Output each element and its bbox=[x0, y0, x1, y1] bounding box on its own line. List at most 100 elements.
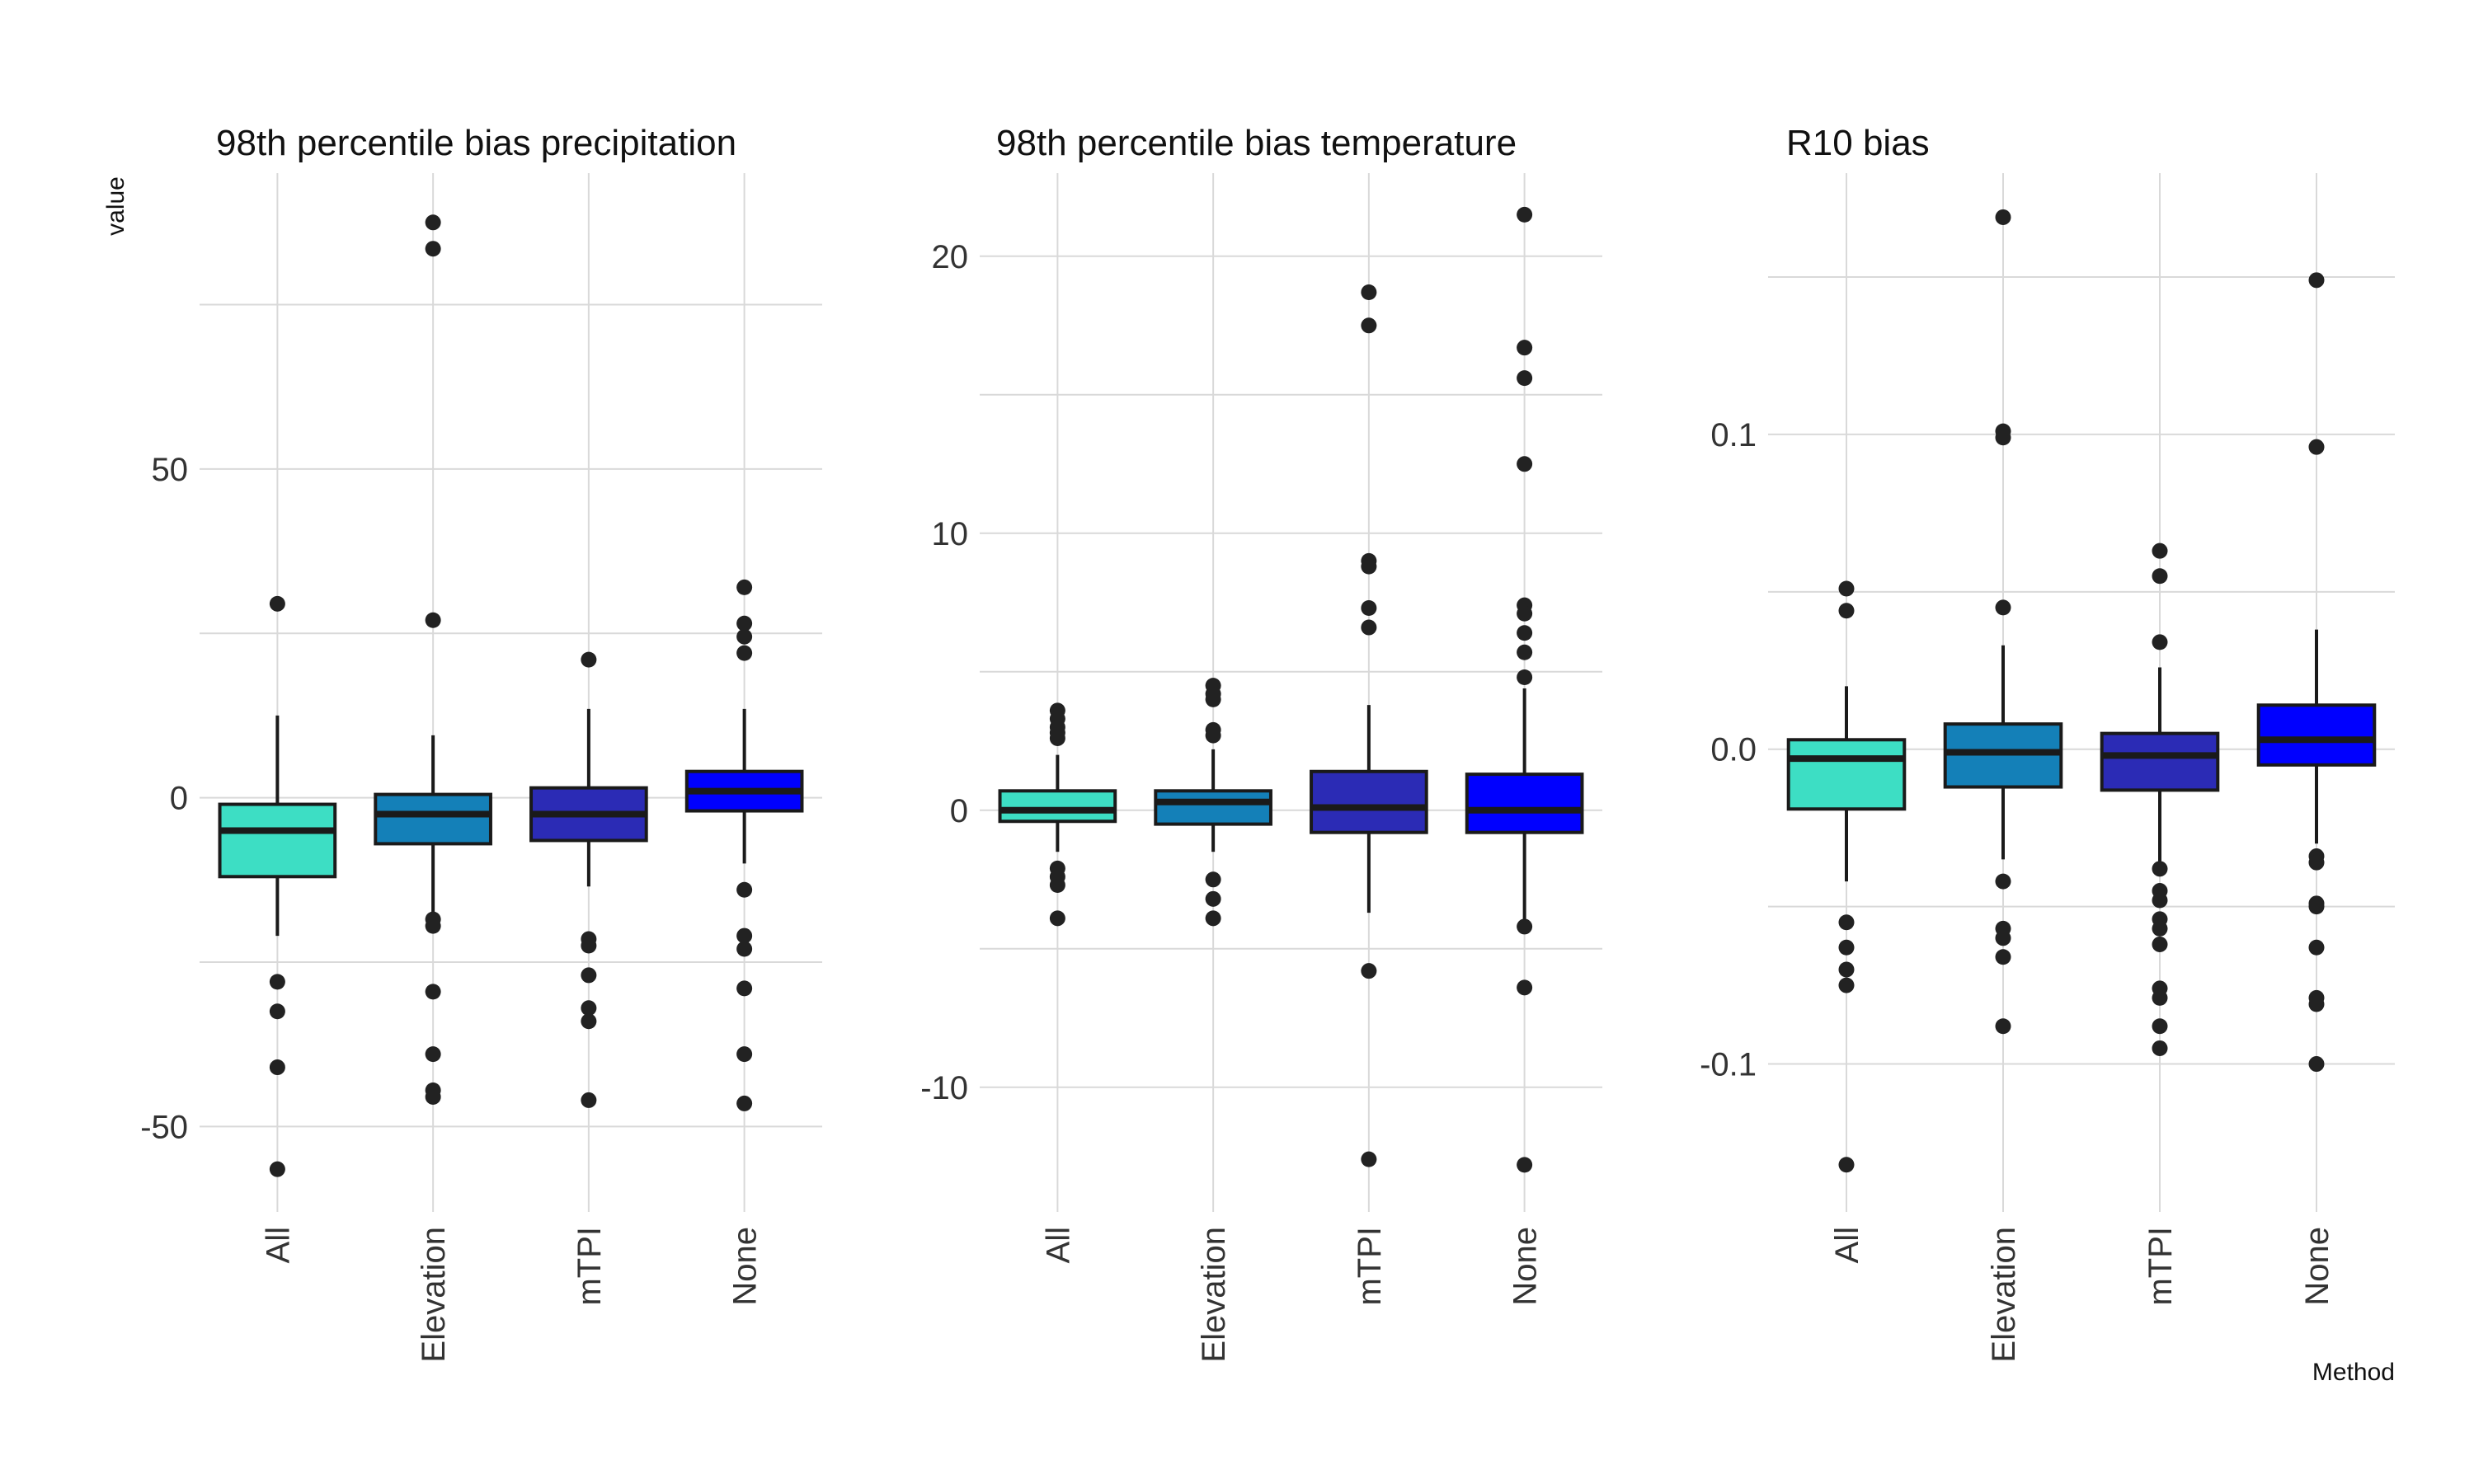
outlier-point bbox=[1838, 939, 1855, 956]
x-tick-label: mTPI bbox=[1352, 1227, 1388, 1306]
outlier-point bbox=[736, 881, 753, 898]
panel-3: -0.1 0.0 0.1 All Elevation mTPI None R10 bias Me… bbox=[1700, 123, 2395, 1386]
outlier-point bbox=[2152, 1018, 2168, 1035]
outlier-point bbox=[2308, 1056, 2325, 1073]
outlier-point bbox=[1517, 1157, 1533, 1173]
outlier-point bbox=[2152, 568, 2168, 585]
iqr-box bbox=[2100, 731, 2220, 792]
box-elevation bbox=[1154, 678, 1272, 927]
outlier-point bbox=[1517, 625, 1533, 641]
outlier-point bbox=[269, 1059, 285, 1076]
box-none bbox=[684, 579, 804, 1111]
outlier-point bbox=[425, 214, 441, 231]
x-tick-label: None bbox=[727, 1227, 764, 1306]
outlier-point bbox=[1517, 979, 1533, 996]
outlier-point bbox=[2308, 854, 2325, 871]
outlier-point bbox=[269, 1003, 285, 1020]
outlier-point bbox=[2308, 272, 2325, 289]
outlier-point bbox=[1205, 871, 1221, 888]
outlier-point bbox=[581, 1013, 597, 1030]
outlier-point bbox=[1049, 910, 1065, 927]
outlier-point bbox=[1361, 558, 1377, 575]
outlier-point bbox=[425, 918, 441, 934]
outlier-point bbox=[2308, 899, 2325, 915]
y-tick-label: 0.1 bbox=[1710, 417, 1757, 453]
outlier-point bbox=[2308, 996, 2325, 1012]
outlier-point bbox=[1517, 340, 1533, 356]
iqr-box bbox=[998, 789, 1117, 824]
outlier-point bbox=[1361, 600, 1377, 617]
x-tick-label: None bbox=[1507, 1227, 1544, 1306]
outlier-point bbox=[269, 1161, 285, 1177]
outlier-point bbox=[2152, 892, 2168, 909]
y-axis-label: value bbox=[102, 176, 129, 236]
box-all bbox=[998, 702, 1117, 927]
outlier-point bbox=[425, 612, 441, 628]
x-tick-label: All bbox=[1829, 1227, 1865, 1263]
box-all bbox=[1786, 580, 1907, 1173]
outlier-point bbox=[581, 651, 597, 668]
outlier-point bbox=[736, 628, 753, 645]
outlier-point bbox=[1995, 1018, 2011, 1035]
outlier-point bbox=[1838, 961, 1855, 978]
outlier-point bbox=[736, 1095, 753, 1111]
outlier-point bbox=[581, 1092, 597, 1108]
outlier-point bbox=[1361, 1151, 1377, 1167]
outlier-point bbox=[1205, 691, 1221, 707]
outlier-point bbox=[1838, 1157, 1855, 1173]
box-elevation bbox=[1943, 209, 2063, 1035]
outlier-point bbox=[1205, 727, 1221, 744]
y-tick-label: 50 bbox=[152, 452, 189, 488]
outlier-point bbox=[1361, 963, 1377, 979]
y-tick-label: 10 bbox=[932, 516, 969, 552]
outlier-point bbox=[1517, 370, 1533, 387]
outlier-point bbox=[1995, 873, 2011, 890]
iqr-box bbox=[2256, 703, 2377, 767]
outlier-point bbox=[1838, 914, 1855, 931]
outlier-point bbox=[1995, 209, 2011, 225]
outlier-point bbox=[1361, 619, 1377, 636]
outlier-point bbox=[1517, 456, 1533, 472]
y-tick-label: -50 bbox=[140, 1109, 188, 1145]
outlier-point bbox=[2152, 1040, 2168, 1056]
outlier-point bbox=[1517, 605, 1533, 622]
y-tick-label: 20 bbox=[932, 239, 969, 275]
outlier-point bbox=[2152, 861, 2168, 877]
x-tick-label: Elevation bbox=[416, 1227, 452, 1363]
outlier-point bbox=[1995, 949, 2011, 965]
y-tick-label: 0 bbox=[170, 781, 188, 817]
box-none bbox=[2256, 272, 2377, 1073]
box-mtpi bbox=[1310, 284, 1428, 1167]
outlier-point bbox=[2152, 936, 2168, 952]
x-tick-label: Elevation bbox=[1986, 1227, 2022, 1363]
outlier-point bbox=[1205, 910, 1221, 927]
outlier-point bbox=[2308, 939, 2325, 956]
outlier-point bbox=[736, 941, 753, 957]
x-tick-label: mTPI bbox=[571, 1227, 608, 1306]
y-tick-label: 0.0 bbox=[1710, 732, 1757, 768]
x-tick-label: Elevation bbox=[1196, 1227, 1232, 1363]
outlier-point bbox=[736, 615, 753, 632]
box-none bbox=[1465, 206, 1584, 1173]
outlier-point bbox=[2152, 542, 2168, 559]
outlier-point bbox=[736, 928, 753, 944]
outlier-point bbox=[425, 241, 441, 257]
outlier-point bbox=[1517, 669, 1533, 686]
outlier-point bbox=[2308, 439, 2325, 455]
outlier-point bbox=[1838, 580, 1855, 597]
outlier-point bbox=[1205, 890, 1221, 907]
iqr-box bbox=[1154, 789, 1272, 826]
outlier-point bbox=[1838, 977, 1855, 993]
outlier-point bbox=[269, 974, 285, 990]
outlier-point bbox=[1517, 206, 1533, 223]
iqr-box bbox=[1310, 769, 1428, 834]
outlier-point bbox=[581, 937, 597, 954]
box-all bbox=[218, 595, 337, 1177]
iqr-box bbox=[1786, 738, 1907, 811]
outlier-point bbox=[2152, 920, 2168, 937]
outlier-point bbox=[1517, 918, 1533, 935]
iqr-box bbox=[1465, 773, 1584, 834]
outlier-point bbox=[581, 1000, 597, 1017]
outlier-point bbox=[1049, 877, 1065, 894]
